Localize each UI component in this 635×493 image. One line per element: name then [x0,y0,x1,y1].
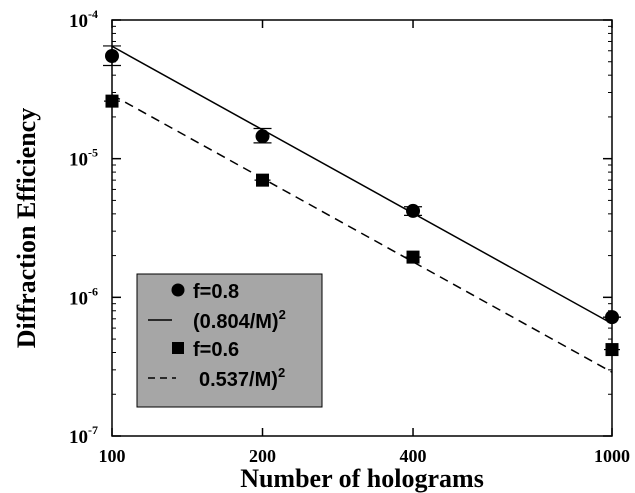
legend: f=0.8 (0.804/M)2 f=0.6 0.537/M)2 [136,273,323,408]
data-point-square-200 [256,173,270,187]
y-tick-label-base: 10 [69,427,88,448]
y-tick-label-exponent: -4 [88,7,98,21]
y-tick-label-base: 10 [69,150,88,171]
x-tick-label-400: 400 [400,446,427,466]
data-point-circle-200 [255,129,270,144]
fit-line-solid [111,45,613,325]
legend-label-fit-08: (0.804/M)2 [193,307,286,333]
data-point-circle-400 [406,203,421,218]
y-tick-label-base: 10 [69,11,88,32]
x-tick-label-100: 100 [99,446,126,466]
data-point-square-100 [105,94,119,108]
y-tick-label--5: 10-5 [69,146,98,171]
x-tick-label-200: 200 [249,446,276,466]
legend-label-fit-08-text: (0.804/M) [193,311,279,333]
y-tick-label-exponent: -6 [88,284,98,298]
legend-label-fit-06-text: 0.537/M) [199,369,278,391]
y-tick-label--7: 10-7 [69,423,98,448]
data-point-circle-100 [105,49,119,64]
legend-marker-f06 [172,342,184,354]
legend-label-fit-08-sup: 2 [279,307,286,322]
x-tick-label-1000: 1000 [594,446,630,466]
legend-label-f06: f=0.6 [193,339,239,361]
fit-lines [111,45,613,373]
y-tick-label--6: 10-6 [69,284,98,309]
data-point-square-400 [406,250,420,264]
y-tick-label-base: 10 [69,288,88,309]
legend-label-fit-06: 0.537/M)2 [199,365,285,391]
data-point-square-1000 [605,343,619,357]
data-point-circle-1000 [605,310,619,325]
y-tick-label-exponent: -5 [88,146,98,160]
y-tick-label-exponent: -7 [88,423,98,437]
legend-marker-f08 [171,283,185,297]
y-tick-label--4: 10-4 [69,7,98,32]
legend-box [136,273,323,408]
y-axis-title: Diffraction Efficiency [12,108,41,348]
data-markers [103,45,621,357]
legend-label-f08: f=0.8 [193,281,239,303]
x-axis-title: Number of holograms [240,464,484,493]
plot-frame [111,19,613,437]
fit-line-dashed [111,94,613,373]
legend-label-fit-06-sup: 2 [278,365,285,380]
